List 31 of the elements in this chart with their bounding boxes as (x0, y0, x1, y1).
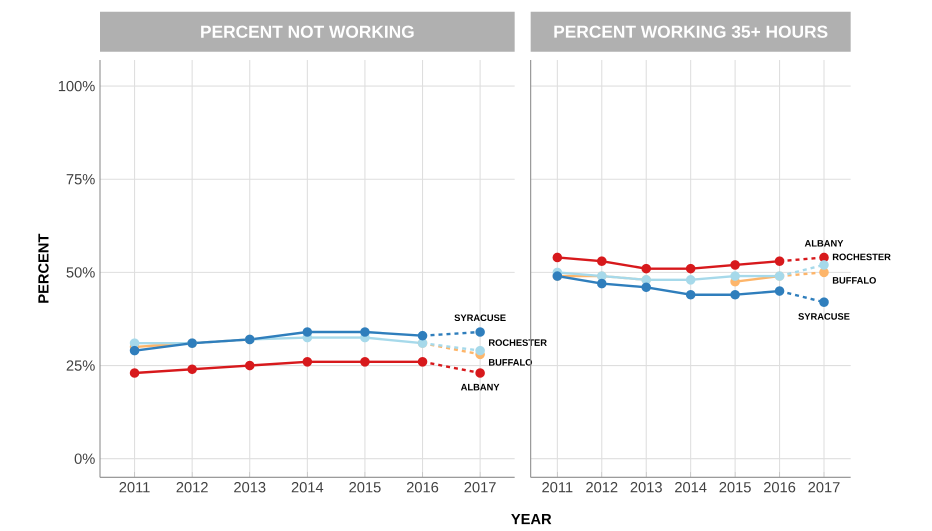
x-tick-label: 2017 (464, 482, 496, 493)
series-label: BUFFALO (832, 277, 876, 284)
y-tick-label: 25% (66, 360, 95, 371)
x-tick-label: 2014 (675, 482, 707, 493)
x-tick-label: 2017 (808, 482, 840, 493)
series-label: SYRACUSE (798, 313, 850, 320)
x-tick-label: 2013 (234, 482, 266, 493)
x-tick-label: 2013 (630, 482, 662, 493)
y-tick-label: 0% (74, 454, 95, 464)
x-tick-label: 2011 (120, 482, 150, 493)
x-tick-label: 2012 (176, 482, 208, 493)
x-tick-label: 2016 (406, 482, 438, 493)
x-tick-label: 2014 (292, 482, 324, 493)
y-axis-title: PERCENT (38, 234, 49, 303)
y-tick-label: 100% (58, 81, 95, 92)
x-tick-label: 2011 (542, 482, 572, 493)
series-label: ALBANY (804, 240, 844, 247)
series-label: ALBANY (460, 384, 500, 391)
series-label: ROCHESTER (832, 254, 891, 260)
x-tick-label: 2015 (720, 482, 751, 493)
chart-title: PERCENT WORKING 35+ HOURS (554, 26, 828, 38)
x-axis-title: YEAR (511, 514, 552, 524)
x-tick-label: 2012 (586, 482, 618, 493)
y-tick-label: 75% (66, 174, 95, 185)
chart-title: PERCENT NOT WORKING (201, 26, 414, 38)
x-tick-label: 2016 (764, 482, 796, 493)
series-label: SYRACUSE (454, 314, 506, 322)
series-label: BUFFALO (489, 359, 532, 366)
x-tick-label: 2015 (349, 482, 381, 493)
series-label: ROCHESTER (489, 340, 547, 346)
y-tick-label: 50% (66, 267, 95, 278)
